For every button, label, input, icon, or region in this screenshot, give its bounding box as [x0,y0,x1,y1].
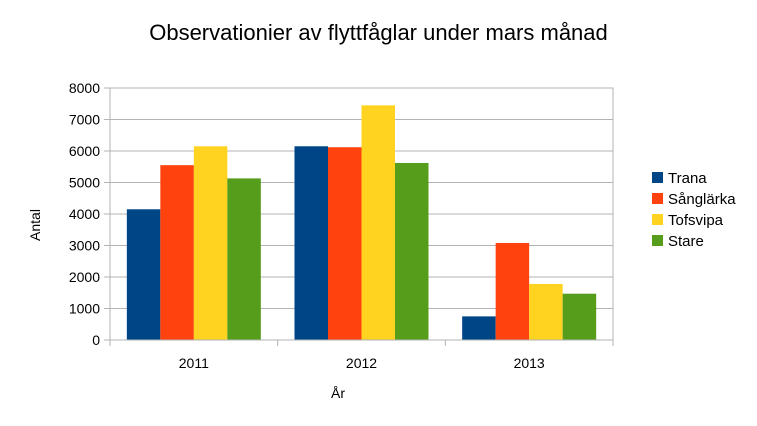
y-tick-label: 1000 [69,301,100,317]
chart-title: Observationier av flyttfåglar under mars… [149,20,608,45]
y-tick-label: 8000 [69,80,100,96]
bar-trana-2013 [462,316,496,340]
x-tick-label: 2012 [346,355,377,371]
legend-label: Sånglärka [668,191,736,208]
x-tick-labels: 2011 2012 2013 [179,355,545,371]
legend-swatch-tofsvipa [652,214,663,225]
legend-label: Trana [668,170,707,187]
bar-stare-2012 [395,162,429,340]
bar-sånglärka-2011 [160,165,194,340]
bar-tofsvipa-2012 [361,105,395,340]
bar-stare-2013 [562,293,597,340]
bars [126,105,597,340]
y-tick-label: 5000 [69,175,100,191]
legend-label: Tofsvipa [668,212,724,229]
y-tick-labels: 0 1000 2000 3000 4000 5000 6000 7000 8000 [69,80,100,348]
y-tick-label: 0 [92,332,100,348]
bar-stare-2011 [227,178,261,340]
legend-swatch-sånglärka [652,193,663,204]
bar-tofsvipa-2011 [193,146,228,340]
y-tick-label: 3000 [69,238,100,254]
legend: Trana Sånglärka Tofsvipa Stare [652,170,736,250]
x-tick-label: 2013 [514,355,545,371]
bar-tofsvipa-2013 [529,283,563,340]
plot-area-border [109,87,614,341]
y-axis-title: Antal [27,209,43,241]
bar-trana-2011 [126,209,161,340]
bar-sånglärka-2012 [328,147,362,340]
y-tick-label: 6000 [69,143,100,159]
axes [109,87,614,346]
y-tick-label: 4000 [69,206,100,222]
y-tick-label: 2000 [69,269,100,285]
legend-label: Stare [668,233,704,250]
x-tick-label: 2011 [179,355,209,371]
legend-swatch-trana [652,172,663,183]
y-tick-label: 7000 [69,112,100,128]
bar-sånglärka-2013 [495,242,530,340]
legend-swatch-stare [652,235,663,246]
x-axis-title: År [331,385,345,401]
bar-trana-2012 [294,146,328,340]
